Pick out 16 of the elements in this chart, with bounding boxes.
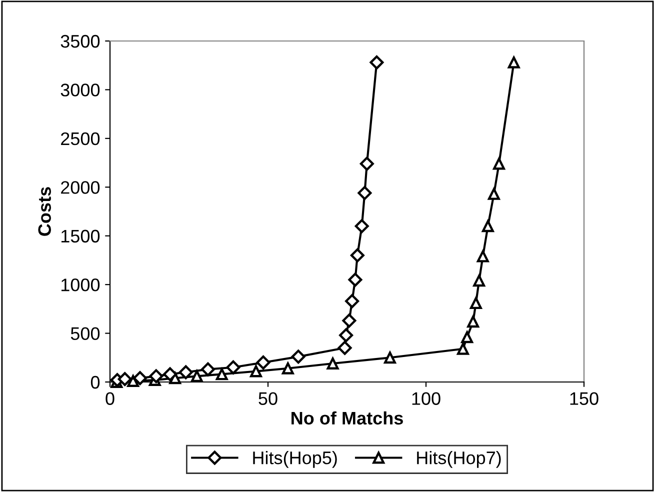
x-tick-label: 100 [412, 392, 440, 405]
y-tick-label: 3000 [60, 84, 100, 96]
legend-label: Hits(Hop5) [253, 451, 337, 468]
y-axis-title: Costs [38, 187, 51, 236]
legend-label: Hits(Hop7) [417, 451, 501, 468]
y-tick-label: 2500 [61, 132, 100, 146]
x-tick-label: 150 [570, 392, 598, 405]
y-tick-label: 500 [70, 327, 100, 340]
y-tick-label: 2000 [61, 181, 100, 194]
y-tick-label: 1500 [61, 230, 100, 243]
y-tick-label: 0 [90, 376, 100, 389]
x-axis-title: No of Matchs [292, 411, 403, 425]
y-tick-label: 1000 [61, 278, 100, 292]
x-tick-label: 0 [106, 392, 114, 405]
x-tick-label: 50 [258, 392, 278, 405]
y-tick-label: 3500 [60, 34, 100, 48]
